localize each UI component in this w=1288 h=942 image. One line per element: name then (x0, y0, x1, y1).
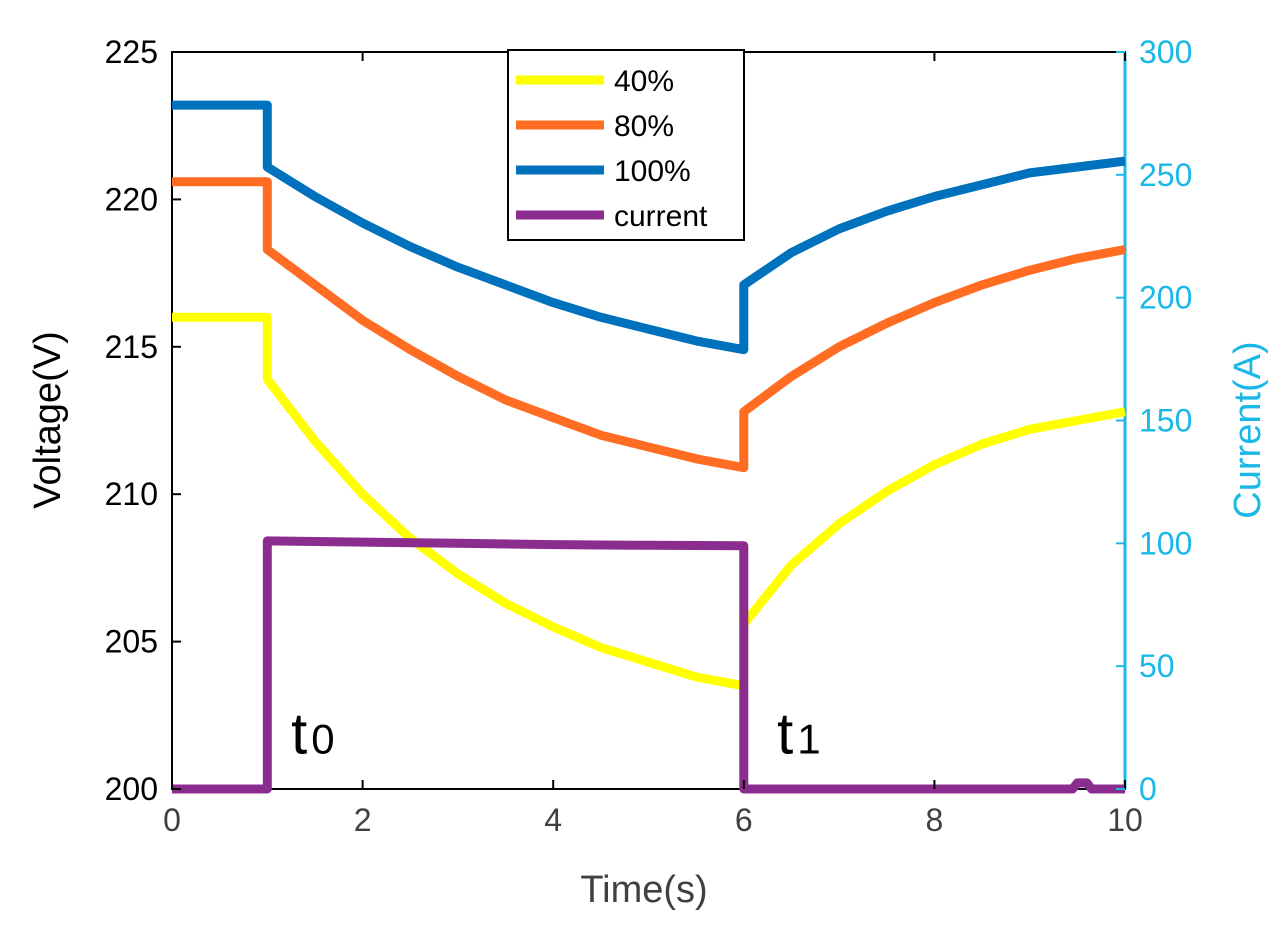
y-right-tick-label: 150 (1139, 403, 1192, 439)
x-tick-label: 4 (544, 802, 562, 838)
series-line-40pct (172, 312, 1126, 691)
x-axis-label: Time(s) (580, 869, 707, 911)
y-right-tick-label: 100 (1139, 525, 1192, 561)
series-line-100pct (172, 100, 1126, 355)
legend-label: 40% (614, 65, 674, 98)
x-tick-label: 6 (735, 802, 753, 838)
y-axis-left-label: Voltage(V) (27, 331, 69, 508)
annotation-label: t0 (291, 702, 334, 767)
y-left-tick-label: 225 (105, 34, 158, 70)
y-left-tick-label: 220 (105, 181, 158, 217)
annotation-base: t (777, 702, 793, 767)
y-left-tick-label: 210 (105, 476, 158, 512)
annotation-label: t1 (777, 702, 820, 767)
y-left-tick-label: 205 (105, 624, 158, 660)
series-line-80pct (172, 177, 1126, 473)
x-tick-label: 0 (163, 802, 181, 838)
legend-box (507, 49, 745, 241)
legend-label: 80% (614, 110, 674, 143)
x-tick-label: 10 (1107, 802, 1143, 838)
y-right-tick-label: 0 (1139, 771, 1157, 807)
x-tick-label: 8 (926, 802, 944, 838)
y-right-tick-label: 250 (1139, 157, 1192, 193)
annotation-layer: t0 t1 (291, 702, 821, 767)
legend-label: 100% (614, 155, 691, 188)
y-left-tick-label: 215 (105, 329, 158, 365)
x-tick-label: 2 (354, 802, 372, 838)
annotation-subscript: 1 (797, 716, 820, 763)
y-right-tick-label: 300 (1139, 34, 1192, 70)
annotation-subscript: 0 (311, 716, 334, 763)
annotation-base: t (291, 702, 307, 767)
legend-items: 40% 80% 100% current (516, 65, 708, 233)
legend: 40% 80% 100% current (507, 49, 745, 241)
axis-layer: 0 2 4 6 8 10200205210215220225050100150200250… (105, 34, 1193, 838)
y-axis-right-label: Current(A) (1227, 341, 1269, 518)
legend-label: current (614, 200, 708, 233)
y-right-tick-label: 200 (1139, 280, 1192, 316)
y-right-tick-label: 50 (1139, 648, 1175, 684)
y-left-tick-label: 200 (105, 771, 158, 807)
